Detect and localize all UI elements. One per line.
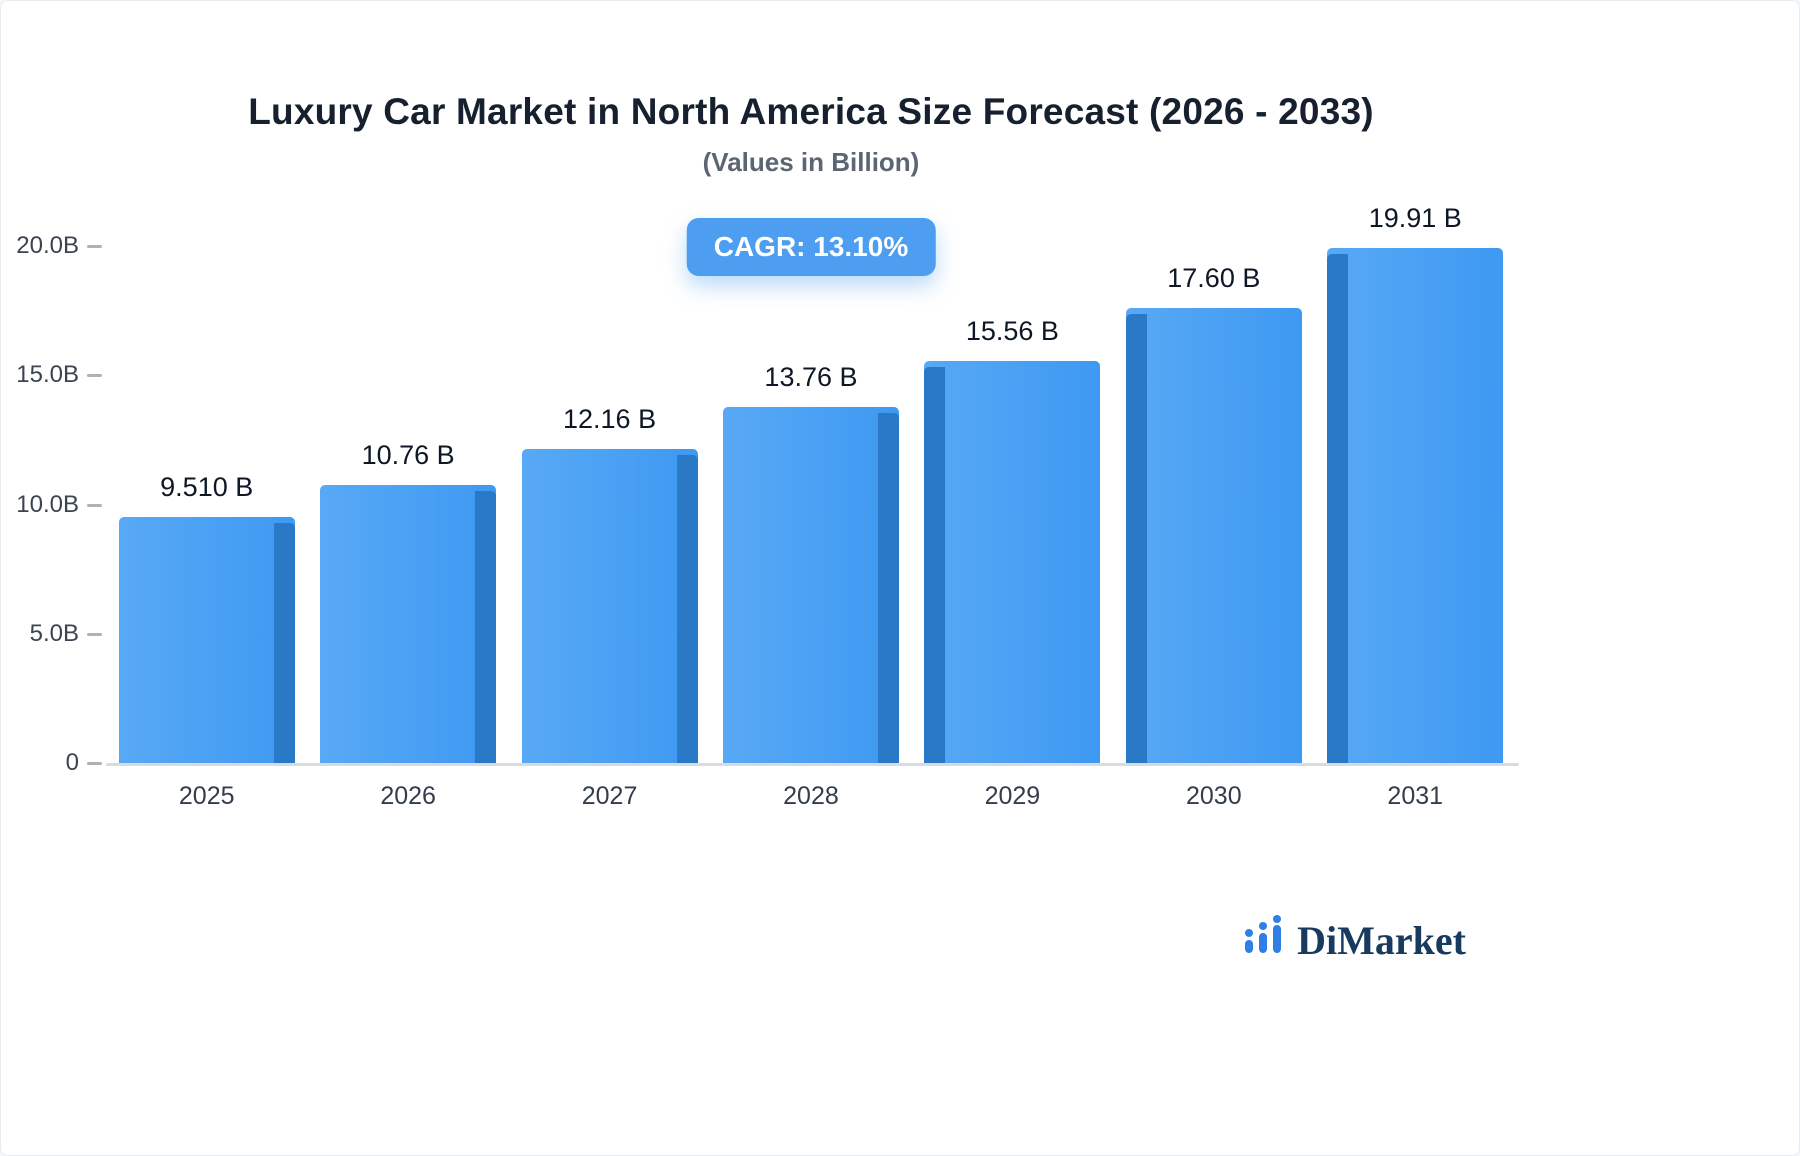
- x-axis-label: 2025: [178, 782, 235, 810]
- bar-2026: [320, 485, 497, 763]
- x-axis-label: 2028: [783, 782, 839, 810]
- brand-logo: DiMarket: [1241, 912, 1466, 961]
- bar-group-2026: 10.76 B 2026: [307, 246, 508, 810]
- bar-group-2031: 19.91 B 2031: [1315, 203, 1516, 810]
- chart-title: Luxury Car Market in North America Size …: [248, 91, 1374, 132]
- bars-container: 9.510 B 2025 10.76 B 2026 12.16 B 2027 13.76 B…: [106, 203, 1516, 810]
- bar-2030: [1125, 308, 1302, 763]
- x-axis-label: 2027: [581, 782, 638, 810]
- bar-group-2025: 9.510 B 2025: [106, 246, 307, 810]
- chart-header: Luxury Car Market in North America Size …: [1, 91, 1621, 178]
- bar-value-label: 13.76 B: [764, 362, 858, 392]
- bar-2031: [1327, 248, 1504, 763]
- bar-value-label: 15.56 B: [965, 316, 1059, 346]
- y-axis-tick-mark: [87, 632, 102, 636]
- bar-value-label: 17.60 B: [1167, 263, 1261, 293]
- y-axis-tick-label: 0: [65, 749, 79, 776]
- bar-3d-side: [924, 367, 946, 763]
- bar-value-label: 19.91 B: [1368, 203, 1462, 233]
- y-axis-tick-mark: [87, 245, 102, 248]
- bar-value-label: 9.510 B: [160, 472, 254, 502]
- x-axis-label: 2026: [380, 782, 436, 810]
- x-axis-label: 2030: [1186, 782, 1242, 810]
- bar-group-2030: 17.60 B 2030: [1113, 246, 1314, 810]
- bar-3d-side: [877, 413, 899, 763]
- bar-3d-side: [1125, 314, 1147, 763]
- bar-2028: [722, 407, 899, 763]
- x-axis-baseline: [106, 763, 1519, 766]
- bar-3d-side: [273, 523, 295, 763]
- y-axis-tick-label: 5.0B: [29, 619, 79, 647]
- bar-value-label: 10.76 B: [361, 440, 455, 470]
- x-axis-label: 2031: [1387, 782, 1444, 810]
- bar-3d-side: [1327, 254, 1349, 763]
- bar-value-label: 12.16 B: [563, 404, 657, 434]
- bar-group-2029: 15.56 B 2029: [912, 246, 1113, 810]
- y-axis-tick-mark: [87, 762, 102, 765]
- bar-3d-side: [676, 455, 698, 763]
- y-axis-tick-label: 10.0B: [16, 490, 79, 518]
- brand-name: DiMarket: [1297, 918, 1466, 963]
- plot-area: 9.510 B 2025 10.76 B 2026 12.16 B 2027 13.76 B…: [106, 203, 1516, 810]
- bar-3d-side: [475, 491, 497, 763]
- bar-2029: [924, 361, 1101, 763]
- y-axis-tick-label: 20.0B: [16, 232, 79, 259]
- bar-2027: [521, 449, 698, 763]
- y-axis-tick-label: 15.0B: [16, 361, 79, 389]
- y-axis-tick-mark: [87, 374, 102, 378]
- y-axis-tick-mark: [87, 503, 102, 507]
- x-axis-label: 2029: [984, 782, 1041, 810]
- cagr-badge: CAGR: 13.10%: [686, 218, 936, 276]
- bar-chart: CAGR: 13.10% 9.510 B 2025 10.76 B 2026 12.16…: [1, 203, 1621, 866]
- bar-group-2027: 12.16 B 2027: [509, 246, 710, 810]
- bar-chart-logo-icon: [1241, 912, 1285, 961]
- bar-group-2028: 13.76 B 2028: [710, 246, 911, 810]
- chart-column: Luxury Car Market in North America Size …: [1, 91, 1621, 866]
- bar-2025: [118, 517, 295, 763]
- chart-subtitle: (Values in Billion): [702, 147, 920, 177]
